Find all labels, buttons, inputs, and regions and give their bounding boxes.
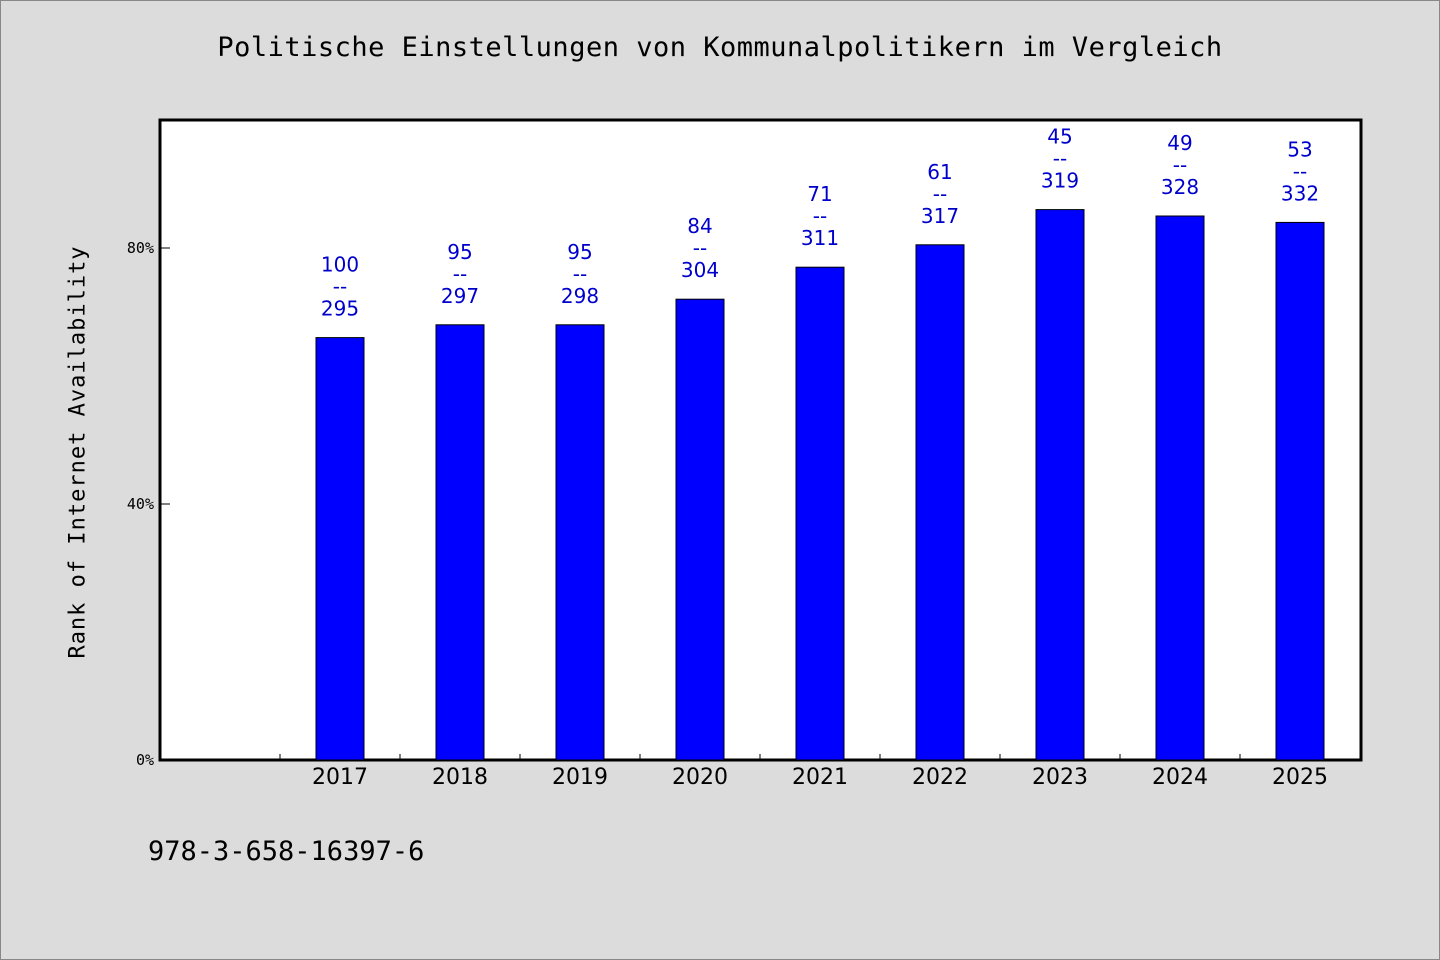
isbn-code: 978-3-658-16397-6 <box>148 836 425 867</box>
data-label-separator: -- <box>1173 153 1187 177</box>
x-tick-label: 2021 <box>792 765 848 790</box>
data-label-top: 95 <box>567 240 592 264</box>
x-tick-label: 2020 <box>672 765 728 790</box>
bar <box>435 324 485 761</box>
data-label-separator: -- <box>453 262 467 286</box>
bar <box>915 244 965 761</box>
data-label-bottom: 295 <box>321 297 359 321</box>
x-tick-label: 2018 <box>432 765 488 790</box>
data-label-top: 100 <box>321 253 359 277</box>
x-tick-label: 2025 <box>1272 765 1328 790</box>
data-label-bottom: 317 <box>921 204 959 228</box>
data-label-bottom: 311 <box>801 226 839 250</box>
data-label-separator: -- <box>693 236 707 260</box>
x-tick-label: 2022 <box>912 765 968 790</box>
data-label-separator: -- <box>333 275 347 299</box>
data-label-bottom: 332 <box>1281 181 1319 205</box>
bar <box>1155 215 1205 761</box>
data-label-top: 53 <box>1287 137 1312 161</box>
data-label-separator: -- <box>1293 159 1307 183</box>
x-tick-label: 2017 <box>312 765 368 790</box>
bar <box>555 324 605 761</box>
data-label-top: 84 <box>687 214 712 238</box>
y-tick-label: 0% <box>136 751 154 769</box>
data-label-top: 49 <box>1167 131 1192 155</box>
bar <box>1035 209 1085 761</box>
data-label-separator: -- <box>933 182 947 206</box>
data-label-bottom: 319 <box>1041 169 1079 193</box>
data-label-top: 95 <box>447 240 472 264</box>
x-tick-label: 2019 <box>552 765 608 790</box>
data-label-top: 61 <box>927 160 952 184</box>
y-tick-label: 40% <box>127 495 154 513</box>
data-label-bottom: 304 <box>681 258 719 282</box>
data-label-top: 71 <box>807 182 832 206</box>
data-label-separator: -- <box>813 204 827 228</box>
x-tick-label: 2024 <box>1152 765 1208 790</box>
y-tick-label: 80% <box>127 239 154 257</box>
bar <box>315 337 365 761</box>
data-label-bottom: 298 <box>561 284 599 308</box>
data-label-separator: -- <box>1053 147 1067 171</box>
data-label-bottom: 297 <box>441 284 479 308</box>
bar <box>795 266 845 761</box>
chart-title: Politische Einstellungen von Kommunalpol… <box>217 32 1223 63</box>
bar <box>1275 221 1325 761</box>
data-label-top: 45 <box>1047 125 1072 149</box>
bar <box>675 298 725 761</box>
data-label-separator: -- <box>573 262 587 286</box>
x-tick-label: 2023 <box>1032 765 1088 790</box>
data-label-bottom: 328 <box>1161 175 1199 199</box>
